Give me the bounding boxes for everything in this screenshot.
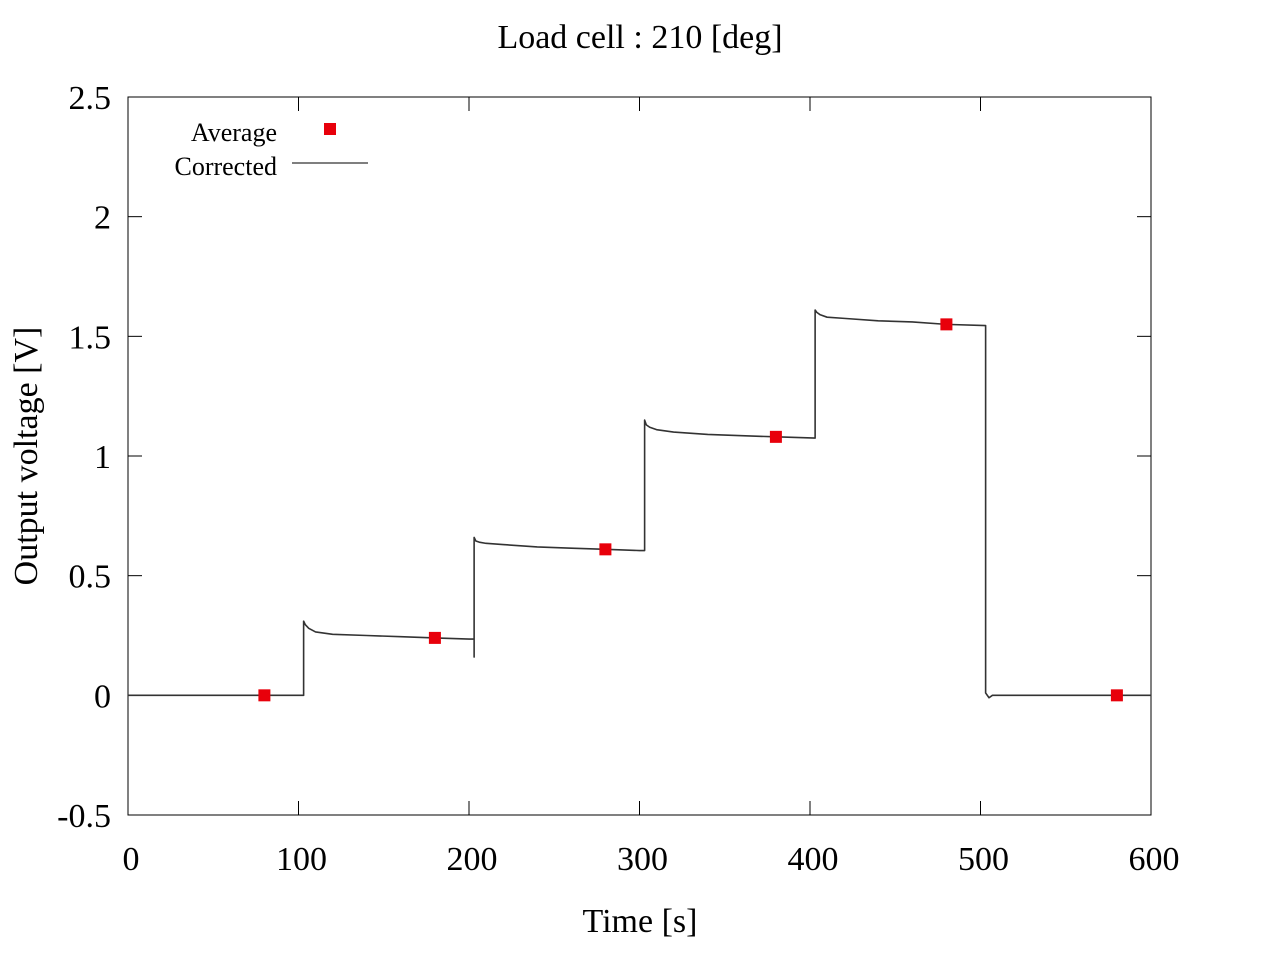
x-tick-label: 0 xyxy=(123,841,140,878)
average-point xyxy=(769,430,782,443)
x-axis-label: Time [s] xyxy=(583,903,698,940)
legend-label-average: Average xyxy=(191,118,277,147)
average-point xyxy=(258,689,271,702)
x-tick-label: 100 xyxy=(276,841,327,878)
average-point xyxy=(428,631,441,644)
y-tick-label: 2 xyxy=(94,200,111,237)
x-tick-label: 400 xyxy=(788,841,839,878)
y-tick-label: 2.5 xyxy=(69,80,112,117)
x-tick-label: 300 xyxy=(617,841,668,878)
y-tick-label: 0.5 xyxy=(69,559,112,596)
average-point xyxy=(940,318,953,331)
average-point xyxy=(599,543,612,556)
y-tick-label: 1 xyxy=(94,439,111,476)
chart-title: Load cell : 210 [deg] xyxy=(497,19,782,56)
legend-marker-average xyxy=(324,123,336,135)
plot-frame xyxy=(127,96,1152,816)
legend-label-corrected: Corrected xyxy=(174,152,277,181)
y-axis-label: Output voltage [V] xyxy=(8,327,45,586)
y-tick-label: 1.5 xyxy=(69,319,112,356)
average-point xyxy=(1110,689,1123,702)
y-tick-label: -0.5 xyxy=(57,798,111,835)
x-tick-label: 200 xyxy=(447,841,498,878)
x-tick-label: 600 xyxy=(1129,841,1180,878)
series-corrected-line xyxy=(128,309,1151,699)
y-tick-label: 0 xyxy=(94,678,111,715)
x-tick-label: 500 xyxy=(958,841,1009,878)
plot-area: 0 100 200 300 400 500 600 -0.5 0 0.5 1 1.5 2 2.5 xyxy=(57,80,1179,878)
legend: Average Corrected xyxy=(174,118,368,181)
